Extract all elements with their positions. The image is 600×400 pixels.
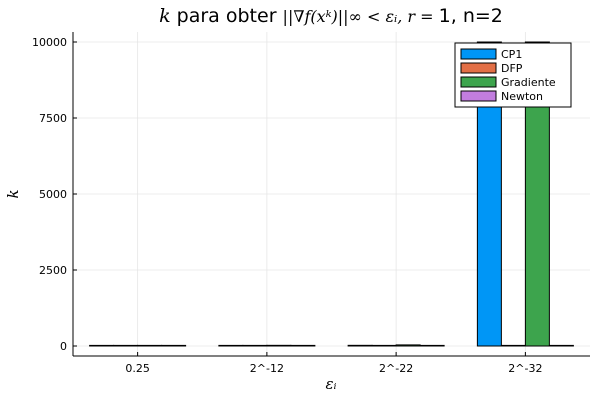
bar-newton-0 bbox=[161, 344, 187, 347]
ticks-layer: 0 2500 5000 7500 10000 0.25 2^-12 2^-22 2^-32 bbox=[32, 36, 542, 375]
legend-label: CP1 bbox=[501, 48, 522, 61]
bar-newton-2 bbox=[419, 344, 445, 347]
bar-cp1-0 bbox=[89, 344, 115, 347]
x-tick-label: 2^-32 bbox=[508, 362, 542, 375]
bar-newton-3 bbox=[548, 344, 574, 347]
chart-title: k para obter ||∇f(xᵏ)||∞ < εᵢ, r = 1, n=… bbox=[159, 5, 503, 27]
title-math-2: ||∇f(xᵏ)||∞ < εᵢ, r = bbox=[283, 7, 439, 26]
bar-dfp-3 bbox=[500, 344, 526, 347]
y-axis-label: k bbox=[4, 189, 22, 198]
legend-swatch bbox=[460, 76, 497, 88]
x-tick-label: 2^-12 bbox=[250, 362, 284, 375]
y-tick-label: 0 bbox=[60, 340, 67, 353]
legend-label: Newton bbox=[501, 90, 543, 103]
y-tick-label: 7500 bbox=[39, 112, 67, 125]
y-tick-label: 10000 bbox=[32, 36, 67, 49]
title-text-1: para obter bbox=[177, 5, 283, 27]
x-tick-label: 0.25 bbox=[125, 362, 150, 375]
bar-cp1-2 bbox=[347, 344, 373, 347]
bar-gradiente-1 bbox=[266, 344, 292, 347]
y-tick-label: 2500 bbox=[39, 264, 67, 277]
legend-swatch bbox=[460, 62, 497, 74]
y-tick-label: 5000 bbox=[39, 188, 67, 201]
x-tick-label: 2^-22 bbox=[379, 362, 413, 375]
title-text-2: 1, n=2 bbox=[439, 5, 503, 27]
bar-newton-1 bbox=[290, 344, 316, 347]
bar-dfp-1 bbox=[242, 344, 268, 347]
bar-cp1-1 bbox=[218, 344, 244, 347]
bar-dfp-2 bbox=[371, 344, 397, 347]
legend-label: Gradiente bbox=[501, 76, 556, 89]
bar-gradiente-2 bbox=[395, 344, 421, 347]
title-math-1: k bbox=[159, 5, 171, 27]
legend-swatch bbox=[460, 90, 497, 102]
bar-dfp-0 bbox=[113, 344, 139, 347]
legend-swatch bbox=[460, 48, 497, 60]
x-axis-label: εᵢ bbox=[325, 375, 336, 393]
legend-label: DFP bbox=[501, 62, 523, 75]
bar-gradiente-0 bbox=[137, 344, 163, 347]
